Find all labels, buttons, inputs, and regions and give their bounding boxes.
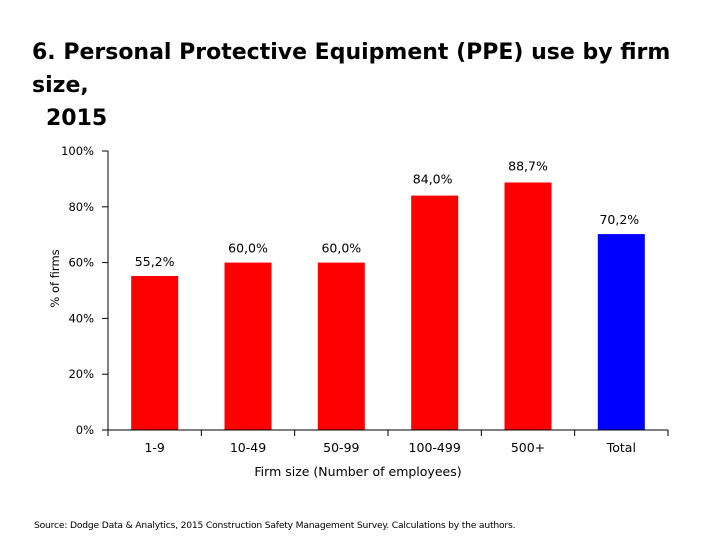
data-label-10-49: 60,0% [228, 241, 268, 256]
x-tick-label-1-9: 1-9 [144, 440, 164, 455]
bar-10-49 [224, 262, 272, 430]
data-label-500+: 88,7% [508, 159, 548, 174]
x-tick-label-10-49: 10-49 [230, 440, 266, 455]
y-tick-label-20: 20% [68, 367, 94, 381]
bar-500+ [504, 182, 552, 430]
chart-title-line1: 6. Personal Protective Equipment (PPE) u… [32, 40, 671, 98]
x-tick-label-500+: 500+ [511, 440, 545, 455]
source-note: Source: Dodge Data & Analytics, 2015 Con… [34, 520, 516, 531]
y-tick-label-40: 40% [68, 311, 94, 325]
bar-Total [597, 234, 645, 430]
y-tick-label-80: 80% [68, 200, 94, 214]
chart-title-line2: 2015 [46, 106, 108, 131]
x-tick-label-Total: Total [606, 440, 636, 455]
x-tick-label-50-99: 50-99 [323, 440, 359, 455]
data-label-100-499: 84,0% [413, 172, 453, 187]
y-tick-label-60: 60% [68, 256, 94, 270]
data-label-1-9: 55,2% [135, 254, 175, 269]
y-tick-label-100: 100% [61, 144, 94, 158]
bar-1-9 [131, 276, 179, 430]
data-label-50-99: 60,0% [321, 241, 361, 256]
chart-title: 6. Personal Protective Equipment (PPE) u… [32, 36, 712, 135]
y-axis-title: % of firms [48, 249, 62, 307]
x-axis-title: Firm size (Number of employees) [254, 464, 461, 479]
y-tick-label-0: 0% [76, 423, 94, 437]
bar-50-99 [317, 262, 365, 430]
data-label-Total: 70,2% [599, 212, 639, 227]
bar-100-499 [411, 195, 459, 430]
x-tick-label-100-499: 100-499 [409, 440, 461, 455]
